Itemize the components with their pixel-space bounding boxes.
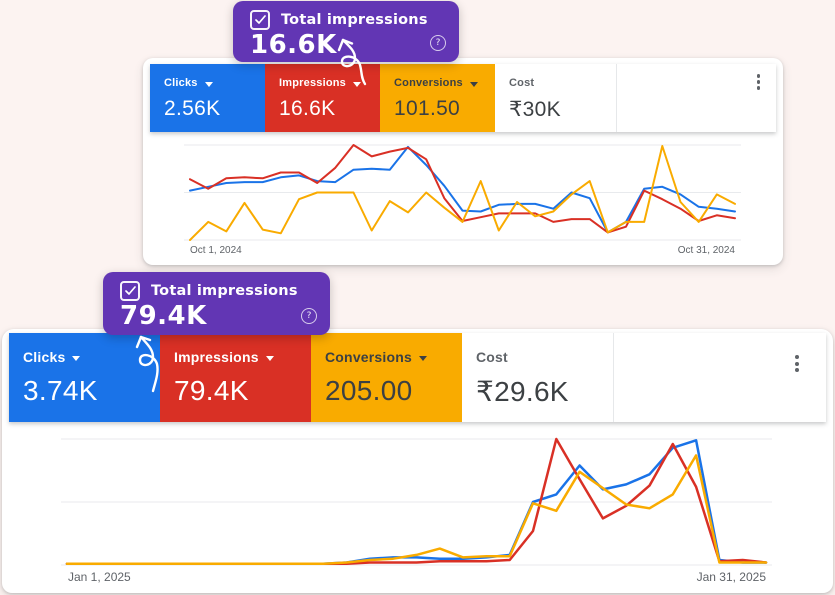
conversions-line bbox=[65, 454, 768, 565]
impressions-line bbox=[189, 144, 736, 234]
tab-clicks-value: 2.56K bbox=[164, 97, 221, 120]
chevron-down-icon bbox=[419, 355, 427, 361]
callout-value: 79.4K bbox=[120, 301, 207, 331]
metric-tab-strip: Clicks 2.56K Impressions 16.6K Conversio… bbox=[150, 64, 776, 132]
chevron-down-icon bbox=[353, 81, 362, 87]
tab-clicks-label: Clicks bbox=[164, 77, 198, 89]
tab-clicks-label: Clicks bbox=[23, 349, 66, 365]
tab-clicks-value: 3.74K bbox=[23, 375, 98, 406]
conversions-line bbox=[189, 145, 736, 241]
tab-clicks[interactable]: Clicks 3.74K bbox=[9, 333, 160, 422]
tab-impressions[interactable]: Impressions 79.4K bbox=[160, 333, 311, 422]
metrics-card-january: Clicks 3.74K Impressions 79.4K Conversio… bbox=[2, 329, 833, 593]
checkbox-checked-icon[interactable] bbox=[120, 281, 140, 301]
chevron-down-icon bbox=[469, 81, 478, 87]
chevron-down-icon bbox=[204, 81, 213, 87]
chevron-down-icon bbox=[72, 355, 81, 361]
callout-value: 16.6K bbox=[250, 30, 337, 60]
kebab-menu-icon[interactable] bbox=[792, 351, 802, 377]
metric-tab-strip: Clicks 3.74K Impressions 79.4K Conversio… bbox=[9, 333, 826, 422]
impressions-line bbox=[65, 437, 768, 565]
x-axis-start-label: Jan 1, 2025 bbox=[68, 570, 131, 584]
tab-impressions[interactable]: Impressions 16.6K bbox=[265, 64, 380, 132]
tab-impressions-label: Impressions bbox=[279, 77, 347, 89]
callout-label: Total impressions bbox=[281, 12, 428, 28]
metrics-card-october: Clicks 2.56K Impressions 16.6K Conversio… bbox=[143, 58, 783, 265]
kebab-menu-icon[interactable] bbox=[754, 70, 764, 94]
tab-impressions-label: Impressions bbox=[174, 349, 259, 365]
total-impressions-callout-top: Total impressions 16.6K ? bbox=[233, 1, 459, 62]
clicks-line bbox=[189, 145, 736, 234]
tab-cost[interactable]: Cost ₹30K bbox=[495, 64, 617, 132]
tab-cost-label: Cost bbox=[509, 77, 535, 89]
tab-clicks[interactable]: Clicks 2.56K bbox=[150, 64, 265, 132]
tab-conversions-label: Conversions bbox=[394, 77, 463, 89]
tab-cost-value: ₹30K bbox=[509, 98, 561, 121]
help-icon[interactable]: ? bbox=[301, 308, 317, 324]
tab-conversions-value: 101.50 bbox=[394, 97, 461, 120]
help-icon[interactable]: ? bbox=[430, 35, 446, 51]
tab-impressions-value: 79.4K bbox=[174, 375, 249, 406]
total-impressions-callout-bottom: Total impressions 79.4K ? bbox=[103, 272, 330, 335]
x-axis-end-label: Jan 31, 2025 bbox=[696, 570, 766, 584]
chevron-down-icon bbox=[265, 355, 274, 361]
tab-impressions-value: 16.6K bbox=[279, 97, 336, 120]
tab-cost-value: ₹29.6K bbox=[476, 376, 569, 407]
tab-conversions-label: Conversions bbox=[325, 349, 412, 365]
tab-cost-label: Cost bbox=[476, 349, 508, 365]
tab-conversions[interactable]: Conversions 205.00 bbox=[311, 333, 462, 422]
x-axis-start-label: Oct 1, 2024 bbox=[190, 245, 242, 256]
checkbox-checked-icon[interactable] bbox=[250, 10, 270, 30]
x-axis-end-label: Oct 31, 2024 bbox=[677, 245, 735, 256]
tab-conversions[interactable]: Conversions 101.50 bbox=[380, 64, 495, 132]
callout-label: Total impressions bbox=[151, 283, 298, 299]
tab-cost[interactable]: Cost ₹29.6K bbox=[462, 333, 614, 422]
clicks-line bbox=[65, 439, 768, 565]
tab-conversions-value: 205.00 bbox=[325, 375, 413, 406]
